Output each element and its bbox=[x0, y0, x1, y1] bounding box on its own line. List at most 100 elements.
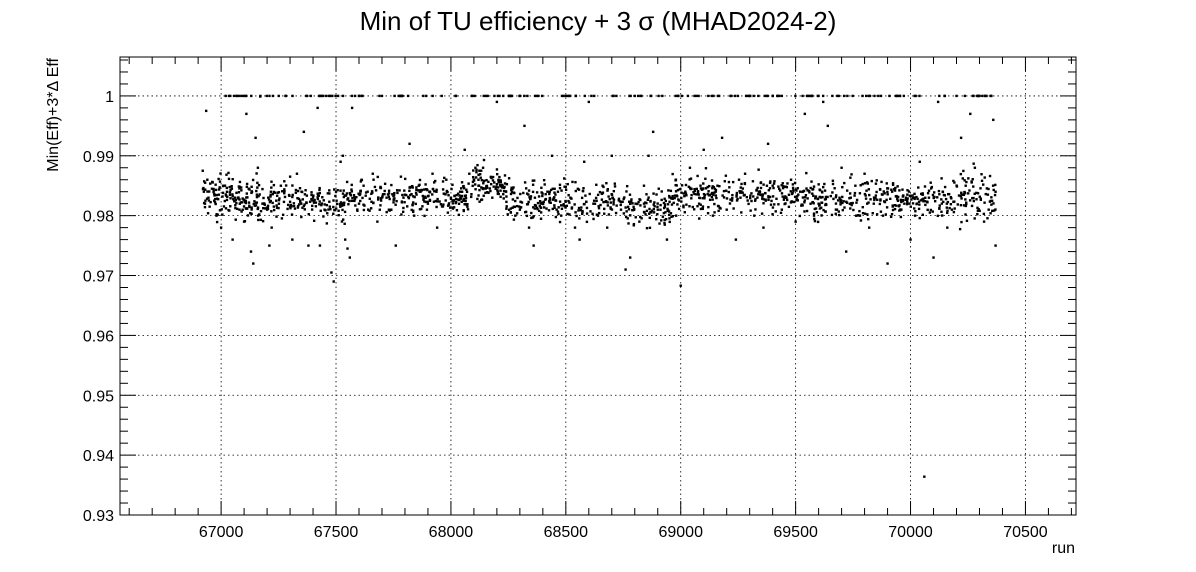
data-point bbox=[444, 199, 447, 202]
data-point bbox=[496, 190, 500, 193]
data-point bbox=[837, 213, 841, 217]
data-point bbox=[289, 207, 292, 210]
data-point bbox=[704, 167, 708, 170]
data-point bbox=[283, 192, 286, 195]
data-point bbox=[206, 212, 210, 215]
data-point bbox=[896, 197, 899, 201]
data-point bbox=[611, 197, 614, 200]
data-point bbox=[794, 188, 798, 191]
data-point bbox=[652, 192, 655, 195]
data-point bbox=[680, 94, 683, 98]
data-point bbox=[642, 202, 646, 205]
data-point bbox=[752, 195, 755, 198]
data-point bbox=[231, 195, 234, 198]
data-point bbox=[848, 197, 851, 200]
data-point bbox=[401, 193, 404, 197]
data-point bbox=[480, 186, 483, 189]
data-point bbox=[374, 189, 378, 192]
data-point bbox=[693, 94, 696, 98]
x-tick-label: 67500 bbox=[314, 524, 359, 541]
data-point bbox=[291, 193, 294, 197]
data-point bbox=[442, 192, 445, 195]
data-point bbox=[757, 190, 761, 193]
data-point bbox=[849, 202, 853, 205]
data-point bbox=[609, 206, 612, 209]
data-point bbox=[243, 199, 246, 202]
data-point bbox=[288, 200, 292, 203]
data-point bbox=[372, 201, 375, 204]
data-point bbox=[801, 94, 804, 98]
data-point bbox=[290, 205, 293, 208]
data-point bbox=[808, 94, 811, 98]
data-point bbox=[592, 217, 595, 221]
data-point bbox=[625, 190, 628, 193]
data-point bbox=[203, 202, 207, 205]
data-point bbox=[464, 199, 467, 203]
data-point bbox=[868, 193, 871, 197]
data-point bbox=[582, 187, 585, 190]
data-point bbox=[510, 190, 514, 194]
data-point bbox=[872, 202, 875, 205]
data-point bbox=[538, 204, 541, 208]
data-point bbox=[254, 136, 257, 140]
data-point bbox=[727, 180, 731, 184]
data-point bbox=[335, 199, 338, 202]
data-point bbox=[791, 183, 795, 186]
data-point bbox=[820, 206, 823, 209]
data-point bbox=[872, 196, 876, 199]
data-point bbox=[245, 112, 248, 116]
data-point bbox=[423, 200, 426, 203]
data-point bbox=[748, 94, 751, 98]
data-point bbox=[573, 203, 576, 206]
data-point bbox=[203, 181, 207, 184]
data-point bbox=[943, 94, 947, 98]
data-point bbox=[575, 214, 578, 218]
data-point bbox=[952, 179, 955, 183]
data-point bbox=[231, 238, 234, 241]
data-point bbox=[380, 196, 384, 199]
data-point bbox=[768, 195, 772, 199]
data-point bbox=[300, 190, 303, 193]
data-point bbox=[540, 186, 543, 190]
data-point bbox=[820, 214, 823, 217]
y-tick-label: 0.97 bbox=[83, 269, 114, 286]
data-point bbox=[867, 201, 870, 204]
data-point bbox=[478, 188, 481, 192]
data-point bbox=[518, 94, 521, 98]
data-point bbox=[669, 212, 673, 215]
data-point bbox=[232, 198, 235, 201]
data-point bbox=[337, 209, 340, 212]
data-point bbox=[612, 189, 616, 193]
data-point bbox=[624, 206, 627, 209]
data-point bbox=[708, 198, 712, 202]
data-point bbox=[291, 184, 294, 187]
data-point bbox=[739, 196, 742, 199]
data-point bbox=[525, 203, 529, 206]
data-point bbox=[718, 206, 721, 209]
data-point bbox=[627, 208, 631, 211]
data-point bbox=[267, 196, 270, 199]
x-axis-label: run bbox=[1052, 540, 1075, 557]
data-point bbox=[552, 196, 555, 200]
data-point bbox=[456, 192, 460, 195]
data-point bbox=[283, 195, 287, 199]
data-point bbox=[909, 205, 912, 208]
data-point bbox=[497, 180, 501, 184]
data-point bbox=[327, 94, 331, 98]
data-point bbox=[764, 199, 767, 202]
data-point bbox=[390, 183, 393, 187]
data-point bbox=[666, 207, 669, 211]
data-point bbox=[294, 188, 298, 192]
data-point bbox=[205, 197, 209, 200]
data-point bbox=[350, 94, 354, 98]
data-point bbox=[690, 187, 693, 191]
data-point bbox=[238, 198, 241, 201]
data-point bbox=[353, 94, 357, 98]
data-point bbox=[626, 217, 629, 220]
data-point bbox=[605, 181, 608, 185]
data-point bbox=[670, 203, 674, 206]
data-point bbox=[227, 177, 231, 181]
data-point bbox=[692, 208, 696, 211]
data-point bbox=[447, 202, 451, 205]
data-point bbox=[514, 199, 517, 203]
